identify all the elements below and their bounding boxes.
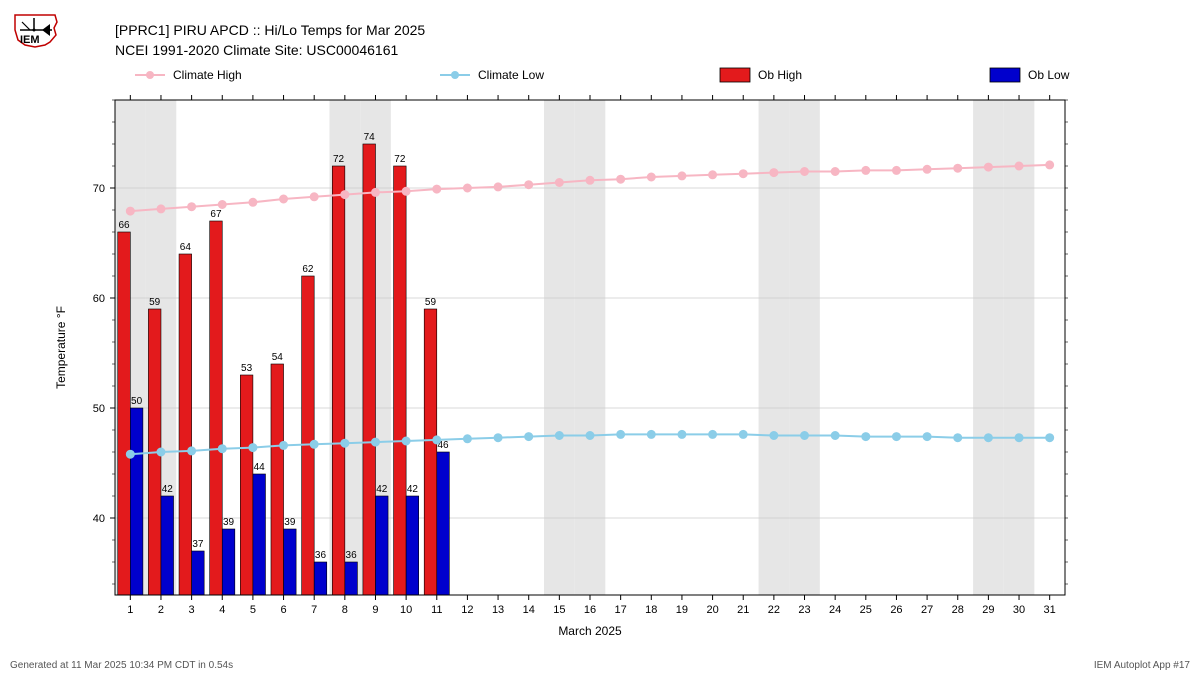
legend: Climate High Climate Low Ob High Ob Low <box>135 68 1070 82</box>
svg-text:7: 7 <box>311 604 317 616</box>
weekend-shade <box>575 100 606 595</box>
ob-high-bar <box>363 144 376 595</box>
ob-low-bar <box>375 496 388 595</box>
ob-low-bar <box>130 408 143 595</box>
svg-text:Climate Low: Climate Low <box>478 68 544 82</box>
svg-text:29: 29 <box>982 604 994 616</box>
svg-text:4: 4 <box>219 604 225 616</box>
svg-text:53: 53 <box>241 363 253 374</box>
ob-low-bar <box>222 529 235 595</box>
y-axis-label: Temperature °F <box>54 306 68 389</box>
svg-text:72: 72 <box>394 154 406 165</box>
ob-low-bar <box>314 562 327 595</box>
svg-text:74: 74 <box>364 132 376 143</box>
ob-high-bar <box>332 166 345 595</box>
svg-text:17: 17 <box>615 604 627 616</box>
svg-text:70: 70 <box>93 183 105 195</box>
svg-text:28: 28 <box>952 604 964 616</box>
weekend-shade <box>1004 100 1035 595</box>
svg-text:62: 62 <box>302 264 314 275</box>
svg-text:72: 72 <box>333 154 345 165</box>
svg-text:15: 15 <box>553 604 565 616</box>
svg-text:31: 31 <box>1044 604 1056 616</box>
svg-text:16: 16 <box>584 604 596 616</box>
ob-high-bar <box>394 166 407 595</box>
svg-text:11: 11 <box>431 604 442 616</box>
weekend-shade <box>544 100 575 595</box>
svg-text:42: 42 <box>407 484 419 495</box>
svg-text:27: 27 <box>921 604 933 616</box>
svg-text:44: 44 <box>254 462 266 473</box>
svg-text:21: 21 <box>737 604 749 616</box>
svg-text:5: 5 <box>250 604 256 616</box>
svg-text:54: 54 <box>272 352 284 363</box>
svg-text:40: 40 <box>93 513 105 525</box>
svg-text:42: 42 <box>162 484 174 495</box>
svg-text:14: 14 <box>523 604 535 616</box>
svg-text:39: 39 <box>284 517 296 528</box>
svg-text:59: 59 <box>425 297 437 308</box>
svg-text:Climate High: Climate High <box>173 68 242 82</box>
svg-text:50: 50 <box>93 403 105 415</box>
chart-title-1: [PPRC1] PIRU APCD :: Hi/Lo Temps for Mar… <box>115 22 425 38</box>
svg-text:25: 25 <box>860 604 872 616</box>
svg-text:9: 9 <box>372 604 378 616</box>
footer-app: IEM Autoplot App #17 <box>1094 660 1190 671</box>
ob-high-bar <box>240 375 253 595</box>
svg-text:Ob Low: Ob Low <box>1028 68 1070 82</box>
svg-text:3: 3 <box>189 604 195 616</box>
svg-text:60: 60 <box>93 293 105 305</box>
svg-text:39: 39 <box>223 517 235 528</box>
svg-text:64: 64 <box>180 242 192 253</box>
ob-low-bar <box>161 496 174 595</box>
svg-text:19: 19 <box>676 604 688 616</box>
svg-text:6: 6 <box>280 604 286 616</box>
chart-title-2: NCEI 1991-2020 Climate Site: USC00046161 <box>115 42 398 58</box>
svg-text:26: 26 <box>890 604 902 616</box>
svg-text:2: 2 <box>158 604 164 616</box>
svg-text:10: 10 <box>400 604 412 616</box>
svg-text:1: 1 <box>127 604 133 616</box>
svg-text:30: 30 <box>1013 604 1025 616</box>
ob-high-bar <box>210 221 223 595</box>
ob-high-bar <box>302 276 315 595</box>
svg-text:50: 50 <box>131 396 143 407</box>
footer-generated: Generated at 11 Mar 2025 10:34 PM CDT in… <box>10 660 233 671</box>
weekend-shade <box>973 100 1004 595</box>
svg-text:59: 59 <box>149 297 161 308</box>
svg-text:12: 12 <box>461 604 473 616</box>
svg-text:67: 67 <box>210 209 222 220</box>
x-axis-label: March 2025 <box>558 624 622 638</box>
ob-high-bar <box>118 232 131 595</box>
svg-text:8: 8 <box>342 604 348 616</box>
svg-text:42: 42 <box>376 484 388 495</box>
chart-container: [PPRC1] PIRU APCD :: Hi/Lo Temps for Mar… <box>0 0 1200 675</box>
svg-text:13: 13 <box>492 604 504 616</box>
svg-text:24: 24 <box>829 604 841 616</box>
ob-low-bar <box>406 496 419 595</box>
ob-low-bar <box>253 474 266 595</box>
svg-text:22: 22 <box>768 604 780 616</box>
svg-text:36: 36 <box>315 550 327 561</box>
svg-text:20: 20 <box>706 604 718 616</box>
svg-text:37: 37 <box>192 539 204 550</box>
ob-high-bar <box>424 309 437 595</box>
ob-high-bar <box>179 254 192 595</box>
ob-low-bar <box>284 529 297 595</box>
svg-text:66: 66 <box>118 220 130 231</box>
svg-text:36: 36 <box>346 550 358 561</box>
ob-high-bar <box>271 364 284 595</box>
svg-text:Ob High: Ob High <box>758 68 802 82</box>
ob-low-bar <box>192 551 205 595</box>
ob-low-bar <box>437 452 450 595</box>
ob-low-bar <box>345 562 358 595</box>
svg-text:18: 18 <box>645 604 657 616</box>
svg-text:23: 23 <box>798 604 810 616</box>
